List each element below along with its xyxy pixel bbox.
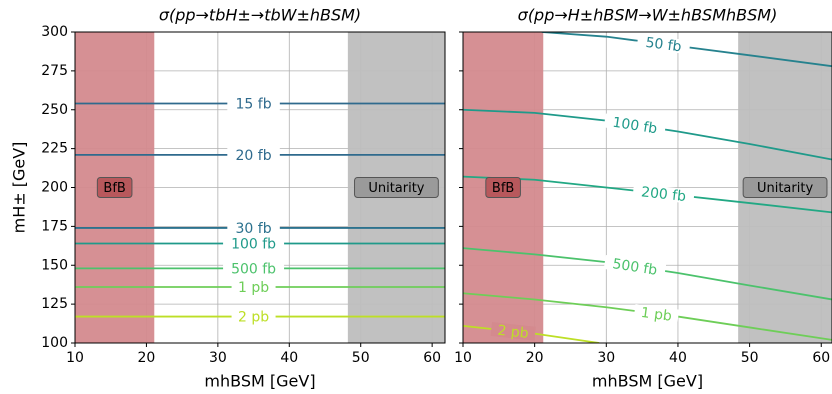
contour-label: 100 fb xyxy=(611,115,658,138)
contour-label-group: 200 fb xyxy=(632,183,695,205)
x-tick-label: 50 xyxy=(352,350,370,366)
contour-label-group: 2 pb xyxy=(490,322,536,342)
contour-label: 500 fb xyxy=(231,261,276,277)
label-gap xyxy=(227,96,280,111)
label-gap xyxy=(231,280,276,295)
contour-label-group: 500 fb xyxy=(603,254,667,279)
contour-label: 500 fb xyxy=(611,256,658,279)
region-label-box xyxy=(354,177,439,198)
x-tick-label: 20 xyxy=(138,350,156,366)
y-tick-label: 125 xyxy=(41,296,68,312)
contour-label: 1 pb xyxy=(640,305,673,325)
y-tick-label: 275 xyxy=(41,63,68,79)
y-tick-label: 225 xyxy=(41,141,68,157)
x-axis-label: mhBSM [GeV] xyxy=(592,372,703,391)
region-label-box xyxy=(742,177,828,198)
label-gap xyxy=(231,309,276,324)
contour-label: 100 fb xyxy=(231,236,276,252)
contour-label: 200 fb xyxy=(640,184,687,205)
y-tick-label: 200 xyxy=(41,180,68,196)
chart-title: σ(pp→tbH±→tbW±hBSM) xyxy=(159,6,361,25)
contour-label-group: 100 fb xyxy=(223,236,285,252)
label-gap xyxy=(632,183,695,204)
x-tick-label: 30 xyxy=(209,350,227,366)
label-gap xyxy=(223,261,285,276)
region-label: Unitarity xyxy=(757,181,813,196)
y-tick-label: 300 xyxy=(41,24,68,40)
contour-label: 15 fb xyxy=(236,97,272,113)
contour-label: 50 fb xyxy=(645,35,683,56)
contour-label-group: 500 fb xyxy=(223,261,285,277)
contour-label: 30 fb xyxy=(236,221,272,237)
contour-label: 1 pb xyxy=(238,280,269,296)
x-axis-label: mhBSM [GeV] xyxy=(204,372,315,391)
contour-label: 2 pb xyxy=(238,310,269,326)
x-tick-label: 40 xyxy=(669,350,687,366)
y-tick-label: 250 xyxy=(41,102,68,118)
contour-label: 20 fb xyxy=(236,148,272,164)
x-tick-label: 30 xyxy=(597,350,615,366)
label-gap xyxy=(227,147,280,162)
label-gap xyxy=(490,322,536,341)
y-tick-label: 100 xyxy=(41,335,68,351)
contour-label-group: 30 fb xyxy=(227,220,280,237)
y-tick-label: 175 xyxy=(41,218,68,234)
label-gap xyxy=(636,33,691,55)
region-label: Unitarity xyxy=(368,181,424,196)
region-label: BfB xyxy=(492,181,514,196)
contour-label-group: 1 pb xyxy=(231,280,276,296)
label-gap xyxy=(603,113,667,137)
label-gap xyxy=(223,236,285,251)
contour-label-group: 1 pb xyxy=(633,303,680,325)
contour-label-group: 2 pb xyxy=(231,309,276,326)
x-tick-label: 10 xyxy=(66,350,84,366)
chart-title: σ(pp→H±hBSM→W±hBSMhBSM) xyxy=(518,6,778,25)
contour-label-group: 20 fb xyxy=(227,147,280,164)
x-tick-label: 20 xyxy=(526,350,544,366)
region-label: BfB xyxy=(103,181,125,196)
x-tick-label: 60 xyxy=(812,350,830,366)
contour-label-group: 15 fb xyxy=(227,96,280,113)
contour-label: 2 pb xyxy=(497,323,530,342)
x-tick-label: 10 xyxy=(454,350,472,366)
contour-label-group: 100 fb xyxy=(603,113,667,138)
label-gap xyxy=(633,303,680,324)
label-gap xyxy=(603,254,667,278)
region-label-box xyxy=(485,177,521,198)
label-gap xyxy=(227,220,280,235)
x-tick-label: 40 xyxy=(280,350,298,366)
x-tick-label: 60 xyxy=(423,350,441,366)
x-tick-label: 50 xyxy=(741,350,759,366)
contour-label-group: 50 fb xyxy=(636,33,691,56)
region-label-box xyxy=(96,177,133,198)
y-tick-label: 150 xyxy=(41,257,68,273)
y-axis-label: mH± [GeV] xyxy=(10,142,29,234)
